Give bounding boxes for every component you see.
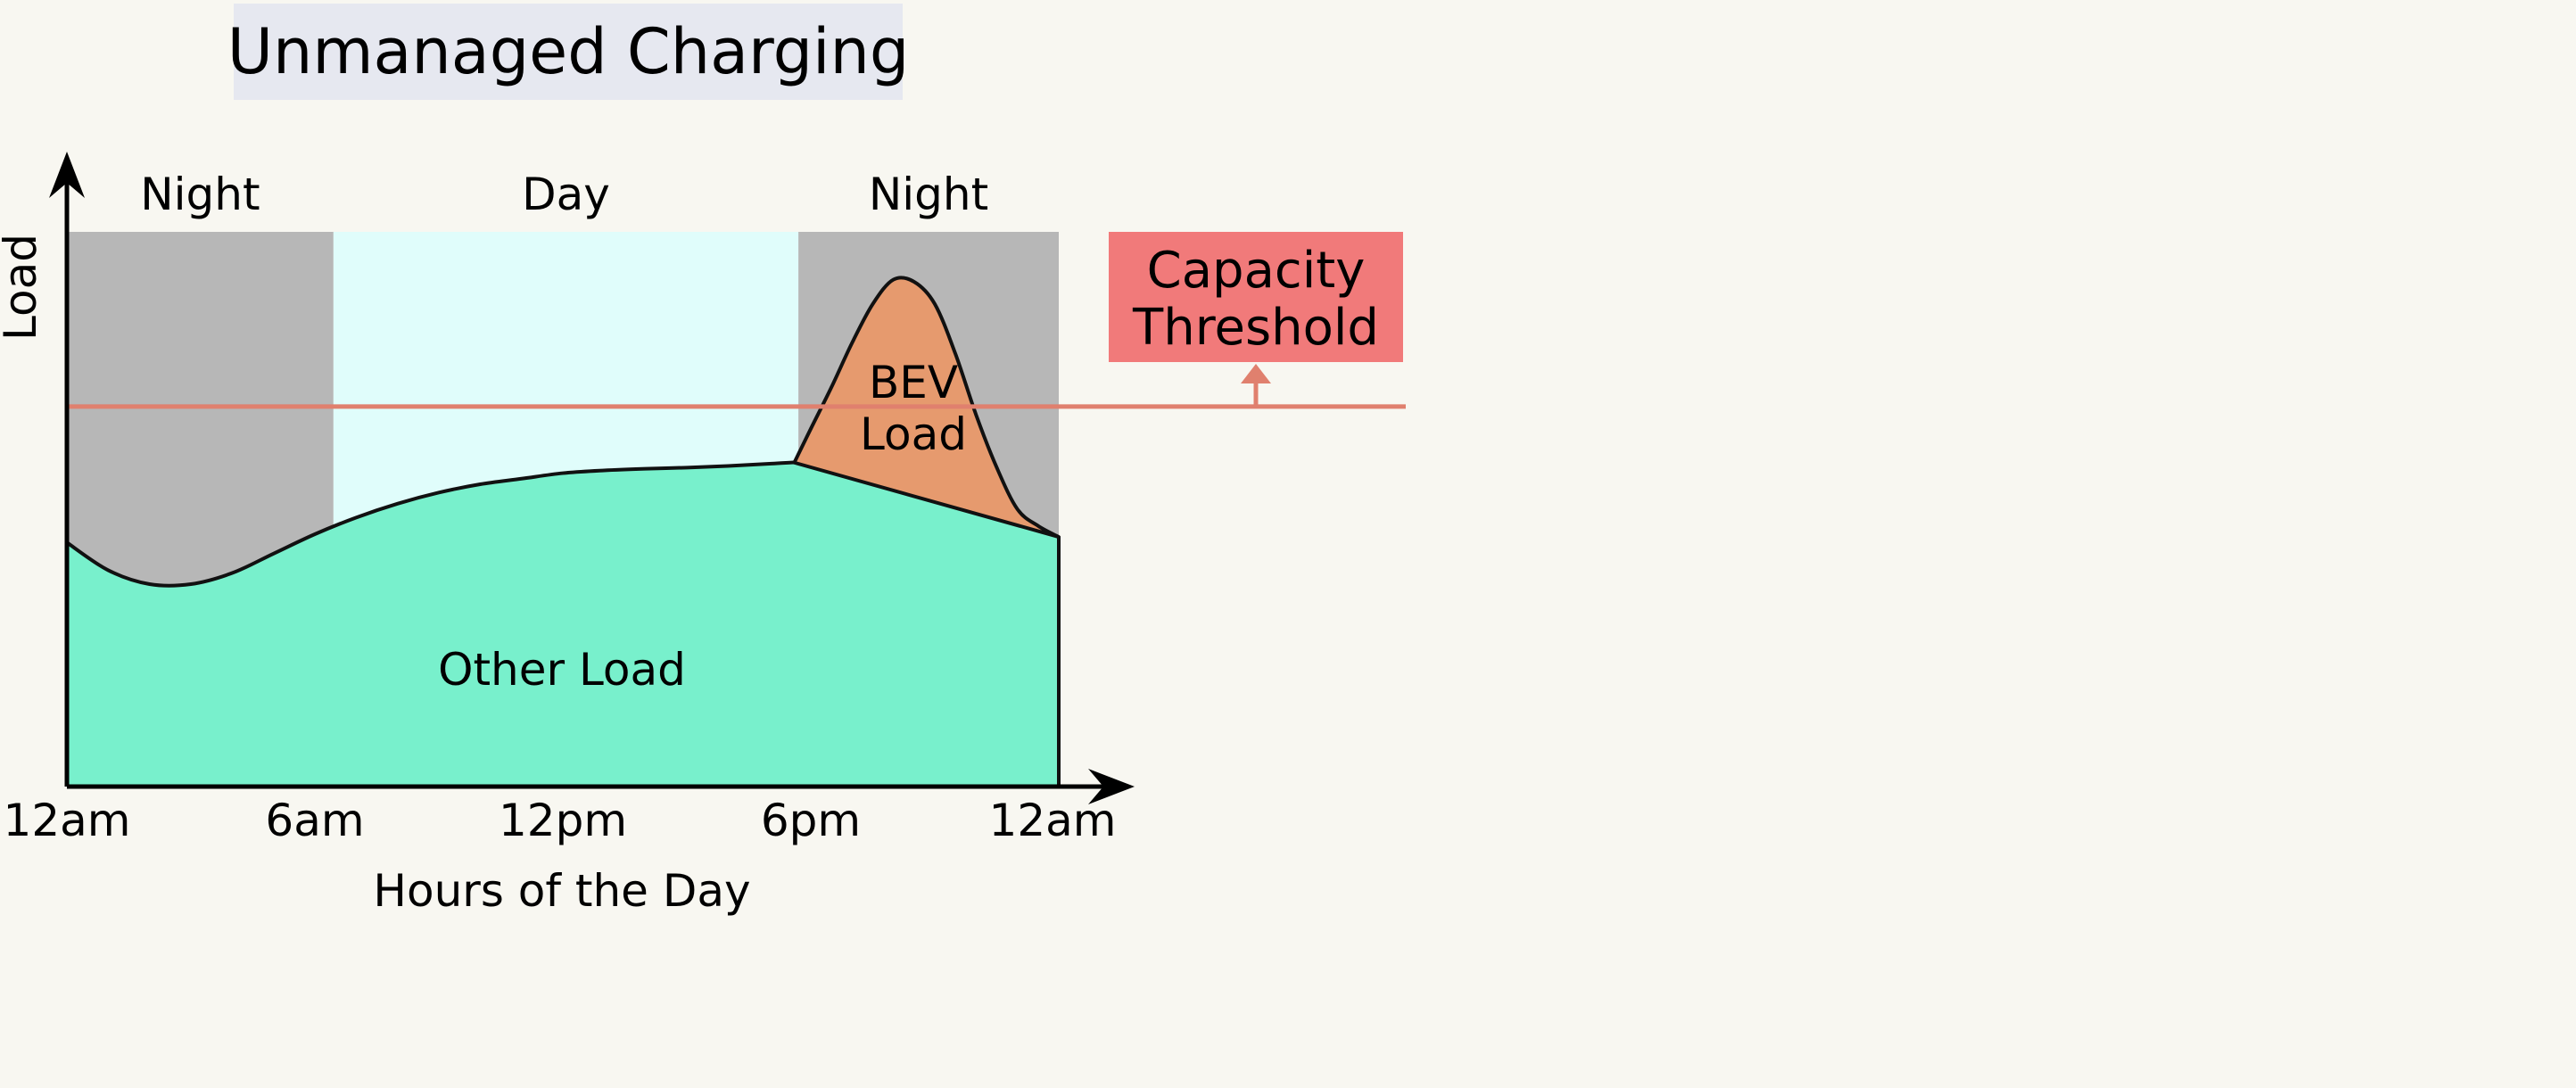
x-tick-label-6pm-4: 6pm <box>761 795 861 846</box>
x-axis-title: Hours of the Day <box>373 865 750 917</box>
threshold-label-line-2: Threshold <box>1132 299 1379 357</box>
threshold-label-line-1: Capacity <box>1147 242 1366 300</box>
period-label-day-2: Day <box>522 169 610 220</box>
axes <box>49 152 1135 804</box>
threshold-arrow-head <box>1241 364 1271 383</box>
y-axis-title: Load <box>0 234 46 341</box>
chart-title: Unmanaged Charging <box>227 15 910 88</box>
threshold-label-box <box>1109 232 1403 362</box>
x-tick-label-12pm-3: 12pm <box>499 795 627 846</box>
x-tick-label-12am-5: 12am <box>989 795 1117 846</box>
other-load-area <box>67 462 1059 787</box>
period-label-night-1: Night <box>140 169 260 220</box>
period-label-night-3: Night <box>869 169 988 220</box>
y-axis-arrow <box>49 152 85 198</box>
chart-title-box: Unmanaged Charging <box>227 4 909 100</box>
x-tick-label-12am-1: 12am <box>4 795 131 846</box>
x-tick-label-6am-2: 6am <box>265 795 364 846</box>
x-tick-labels: 12am 6am 12pm 6pm 12am <box>4 795 1117 846</box>
series-label-other-load: Other Load <box>438 644 686 696</box>
x-axis-arrow <box>1088 769 1135 804</box>
series-label-bev-load-2: Load <box>860 408 967 460</box>
series-label-bev-load-1: BEV <box>869 357 958 408</box>
